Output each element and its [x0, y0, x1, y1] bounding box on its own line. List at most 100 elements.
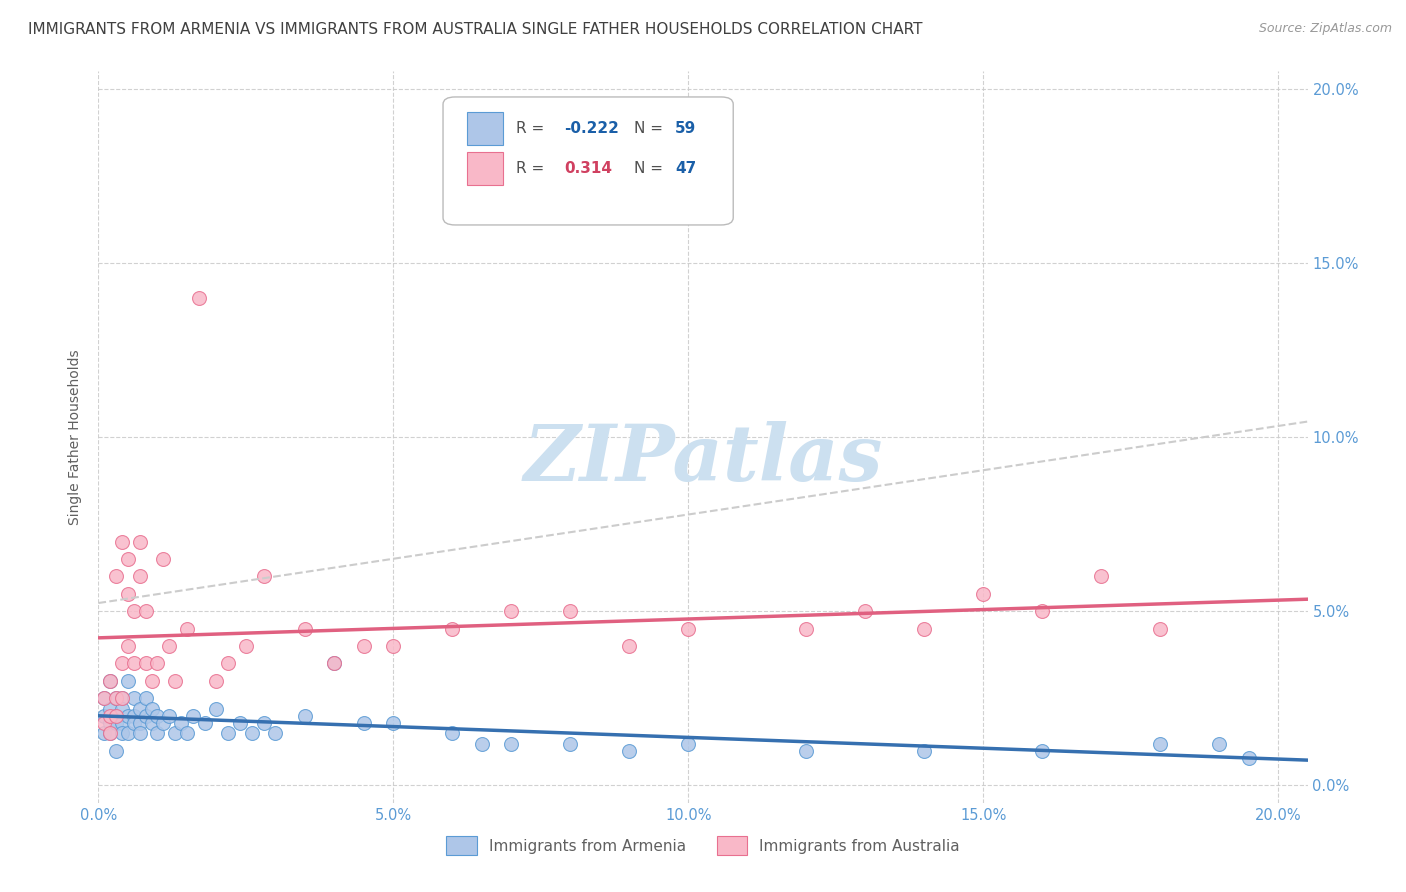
Point	[1208, 737, 1230, 751]
Point	[146, 726, 169, 740]
Point	[117, 726, 139, 740]
Point	[560, 604, 582, 618]
Point	[122, 691, 145, 706]
Text: IMMIGRANTS FROM ARMENIA VS IMMIGRANTS FROM AUSTRALIA SINGLE FATHER HOUSEHOLDS CO: IMMIGRANTS FROM ARMENIA VS IMMIGRANTS FR…	[28, 22, 922, 37]
Point	[111, 534, 134, 549]
Point	[105, 691, 128, 706]
Point	[678, 622, 700, 636]
Point	[93, 715, 115, 730]
Point	[912, 743, 935, 757]
Point	[323, 657, 346, 671]
Point	[165, 673, 187, 688]
Point	[157, 708, 180, 723]
Point	[105, 569, 128, 583]
Point	[141, 715, 163, 730]
Point	[117, 552, 139, 566]
Point	[117, 708, 139, 723]
Point	[353, 639, 375, 653]
Point	[323, 657, 346, 671]
FancyBboxPatch shape	[443, 97, 734, 225]
Point	[217, 726, 239, 740]
Point	[264, 726, 287, 740]
Point	[794, 743, 817, 757]
Point	[1149, 622, 1171, 636]
Text: 59: 59	[675, 120, 696, 136]
Point	[353, 715, 375, 730]
Point	[105, 708, 128, 723]
Point	[122, 708, 145, 723]
Point	[111, 691, 134, 706]
Point	[135, 708, 157, 723]
Point	[560, 737, 582, 751]
Point	[240, 726, 263, 740]
Text: ZIPatlas: ZIPatlas	[523, 421, 883, 497]
Point	[1237, 750, 1260, 764]
Point	[105, 715, 128, 730]
Point	[501, 737, 523, 751]
Point	[853, 604, 876, 618]
Point	[122, 604, 145, 618]
Point	[98, 702, 121, 716]
Point	[128, 569, 150, 583]
Point	[105, 708, 128, 723]
Text: R =: R =	[516, 120, 548, 136]
Y-axis label: Single Father Households: Single Father Households	[69, 350, 83, 524]
Point	[111, 691, 134, 706]
Point	[117, 673, 139, 688]
Point	[205, 702, 228, 716]
Point	[98, 715, 121, 730]
Point	[93, 708, 115, 723]
Point	[194, 715, 217, 730]
Point	[1090, 569, 1112, 583]
Point	[93, 691, 115, 706]
Point	[471, 737, 494, 751]
Point	[794, 622, 817, 636]
Point	[98, 726, 121, 740]
Point	[187, 291, 209, 305]
Point	[122, 715, 145, 730]
Point	[176, 622, 198, 636]
Point	[111, 715, 134, 730]
Point	[382, 639, 405, 653]
Point	[111, 657, 134, 671]
Point	[165, 726, 187, 740]
Point	[1031, 604, 1053, 618]
Point	[105, 691, 128, 706]
Point	[98, 673, 121, 688]
Text: -0.222: -0.222	[564, 120, 619, 136]
Point	[135, 604, 157, 618]
Point	[128, 726, 150, 740]
Point	[441, 726, 464, 740]
Point	[117, 639, 139, 653]
Point	[170, 715, 193, 730]
Point	[122, 657, 145, 671]
Point	[972, 587, 994, 601]
Point	[105, 743, 128, 757]
Point	[128, 715, 150, 730]
Point	[128, 702, 150, 716]
Point	[382, 715, 405, 730]
Text: R =: R =	[516, 161, 548, 176]
Point	[141, 673, 163, 688]
Point	[294, 708, 316, 723]
FancyBboxPatch shape	[467, 152, 503, 185]
Point	[678, 737, 700, 751]
Text: 0.314: 0.314	[564, 161, 612, 176]
Point	[176, 726, 198, 740]
Point	[619, 743, 641, 757]
Point	[229, 715, 252, 730]
Point	[1031, 743, 1053, 757]
Point	[141, 702, 163, 716]
Point	[146, 708, 169, 723]
Point	[111, 702, 134, 716]
Point	[235, 639, 257, 653]
Point	[98, 726, 121, 740]
Point	[93, 726, 115, 740]
Point	[135, 691, 157, 706]
Point	[619, 639, 641, 653]
Point	[157, 639, 180, 653]
Point	[252, 569, 274, 583]
Point	[294, 622, 316, 636]
Point	[252, 715, 274, 730]
Point	[152, 715, 174, 730]
